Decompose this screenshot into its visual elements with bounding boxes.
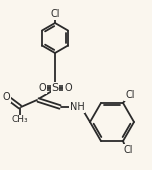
Text: Cl: Cl [125, 90, 135, 100]
Text: O: O [64, 83, 72, 93]
Text: O: O [2, 92, 10, 102]
Text: Cl: Cl [123, 145, 133, 155]
Text: Cl: Cl [50, 9, 60, 19]
Text: CH₃: CH₃ [12, 115, 28, 124]
Text: S: S [51, 83, 59, 93]
Text: O: O [38, 83, 46, 93]
Text: NH: NH [70, 102, 84, 112]
